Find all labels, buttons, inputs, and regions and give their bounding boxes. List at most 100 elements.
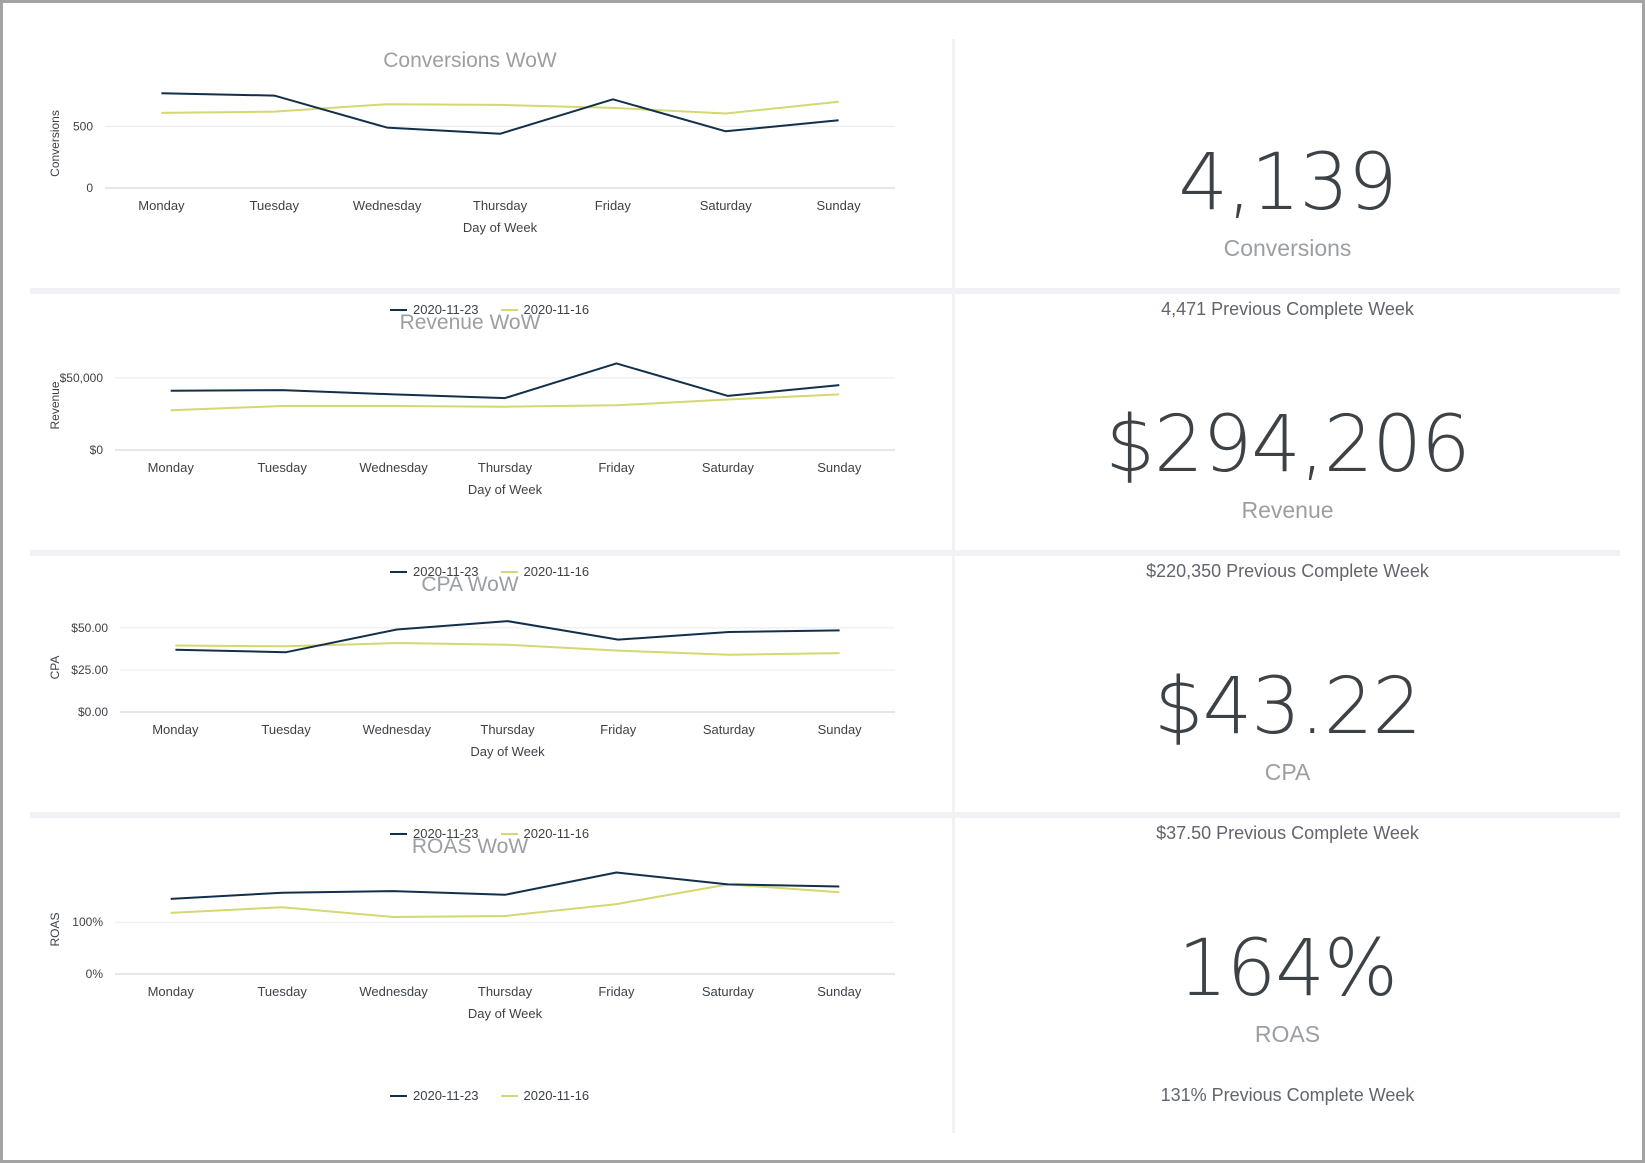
cpa-chart-panel[interactable]: CPA WoW $0.00 $25.00 $50.00 CPA Monday Tuesday… — [30, 563, 950, 841]
kpi-value: $294,206 — [1105, 400, 1470, 490]
y-tick-label: $50,000 — [60, 371, 104, 385]
legend-label-current: 2020-11-23 — [413, 826, 479, 841]
legend-swatch-current — [390, 308, 407, 311]
legend-item-previous[interactable]: 2020-11-16 — [500, 302, 590, 317]
chart-title: Conversions WoW — [383, 49, 557, 72]
legend-label-previous: 2020-11-16 — [523, 564, 590, 579]
row-separator — [30, 812, 1620, 818]
legend-swatch-current — [390, 1094, 407, 1097]
y-tick-label: 0% — [86, 967, 104, 981]
roas-chart[interactable]: ROAS WoW 0% 100% ROAS Monday Tuesday Wednesday… — [30, 825, 950, 1096]
x-tick-label: Tuesday — [250, 198, 300, 213]
legend-label-previous: 2020-11-16 — [523, 302, 590, 317]
series-line-current — [175, 620, 840, 654]
legend-item-previous[interactable]: 2020-11-16 — [500, 564, 590, 579]
x-tick-label: Tuesday — [257, 984, 307, 999]
legend-item-current[interactable]: 2020-11-23 — [390, 1088, 479, 1103]
row-separator — [30, 288, 1620, 294]
revenue-chart-panel[interactable]: Revenue WoW $0 $50,000 Revenue Monday Tuesday… — [30, 301, 950, 579]
x-axis-label: Day of Week — [468, 1006, 543, 1021]
x-tick-label: Friday — [600, 722, 637, 737]
y-tick-label: 0 — [86, 181, 93, 195]
x-tick-label: Sunday — [817, 198, 862, 213]
cpa-chart[interactable]: CPA WoW $0.00 $25.00 $50.00 CPA Monday Tuesday… — [30, 563, 950, 834]
x-tick-label: Monday — [148, 984, 195, 999]
legend-swatch-previous — [500, 308, 518, 311]
y-tick-label: 100% — [72, 915, 103, 929]
revenue-row: Revenue WoW $0 $50,000 Revenue Monday Tuesday… — [30, 301, 1620, 581]
cpa-kpi: $43.22 CPA $37.50 Previous Complete Week — [955, 563, 1620, 843]
x-tick-label: Saturday — [702, 984, 755, 999]
y-axis-label: Revenue — [48, 381, 62, 429]
legend-label-previous: 2020-11-16 — [523, 826, 590, 841]
chart-legend: 2020-11-23 2020-11-16 — [390, 302, 589, 317]
series-line-previous — [170, 393, 840, 412]
chart-title: ROAS WoW — [412, 835, 528, 858]
x-tick-label: Saturday — [700, 198, 753, 213]
x-axis-label: Day of Week — [470, 744, 545, 759]
x-tick-label: Monday — [138, 198, 185, 213]
legend-label-previous: 2020-11-16 — [523, 1088, 590, 1103]
conversions-kpi: 4,139 Conversions 4,471 Previous Complet… — [955, 39, 1620, 319]
legend-swatch-previous — [500, 1094, 518, 1097]
x-tick-label: Monday — [148, 460, 195, 475]
legend-label-current: 2020-11-23 — [413, 564, 479, 579]
chart-legend: 2020-11-23 2020-11-16 — [390, 1088, 589, 1103]
kpi-label: Revenue — [1241, 497, 1334, 523]
conversions-chart[interactable]: Conversions WoW 0 500 Conversions Monday Tues… — [30, 39, 950, 310]
column-divider — [952, 39, 955, 1133]
roas-chart-panel[interactable]: ROAS WoW 0% 100% ROAS Monday Tuesday Wednesday… — [30, 825, 950, 1103]
chart-title: CPA WoW — [421, 573, 518, 596]
kpi-comparison: 4,471 Previous Complete Week — [1161, 299, 1414, 319]
x-tick-label: Wednesday — [353, 198, 422, 213]
kpi-label: Conversions — [1223, 235, 1352, 261]
x-tick-label: Thursday — [480, 722, 535, 737]
x-tick-label: Thursday — [478, 460, 533, 475]
kpi-label: CPA — [1264, 759, 1311, 785]
chart-title: Revenue WoW — [400, 311, 541, 334]
y-axis-label: CPA — [48, 656, 62, 680]
legend-item-current[interactable]: 2020-11-23 — [390, 302, 479, 317]
legend-swatch-previous — [500, 832, 518, 835]
x-tick-label: Friday — [598, 984, 635, 999]
x-tick-label: Sunday — [817, 460, 862, 475]
kpi-value: 4,139 — [1178, 138, 1397, 228]
y-tick-label: 500 — [73, 119, 93, 133]
x-tick-label: Thursday — [478, 984, 533, 999]
legend-item-current[interactable]: 2020-11-23 — [390, 826, 479, 841]
series-line-current — [161, 92, 839, 135]
legend-swatch-current — [390, 570, 407, 573]
y-axis-label: Conversions — [48, 110, 62, 177]
x-tick-label: Tuesday — [257, 460, 307, 475]
kpi-comparison: $37.50 Previous Complete Week — [1156, 823, 1419, 843]
y-tick-label: $0.00 — [78, 705, 108, 719]
chart-legend: 2020-11-23 2020-11-16 — [390, 826, 589, 841]
x-tick-label: Thursday — [473, 198, 528, 213]
series-line-previous — [161, 100, 839, 115]
legend-label-current: 2020-11-23 — [413, 302, 479, 317]
x-axis-label: Day of Week — [468, 482, 543, 497]
x-tick-label: Wednesday — [363, 722, 432, 737]
series-line-previous — [175, 642, 840, 656]
legend-item-previous[interactable]: 2020-11-16 — [500, 826, 590, 841]
conversions-chart-panel[interactable]: Conversions WoW 0 500 Conversions Monday Tues… — [30, 39, 950, 317]
kpi-value: 164% — [1178, 924, 1398, 1014]
y-axis-label: ROAS — [48, 912, 62, 946]
legend-label-current: 2020-11-23 — [413, 1088, 479, 1103]
kpi-label: ROAS — [1254, 1021, 1321, 1047]
y-tick-label: $25.00 — [71, 663, 108, 677]
chart-legend: 2020-11-23 2020-11-16 — [390, 564, 589, 579]
legend-item-previous[interactable]: 2020-11-16 — [500, 1088, 590, 1103]
series-line-current — [170, 362, 840, 400]
legend-swatch-previous — [500, 570, 518, 573]
x-tick-label: Wednesday — [359, 460, 428, 475]
kpi-comparison: $220,350 Previous Complete Week — [1146, 561, 1429, 581]
x-tick-label: Saturday — [703, 722, 756, 737]
x-tick-label: Friday — [598, 460, 635, 475]
legend-item-current[interactable]: 2020-11-23 — [390, 564, 479, 579]
y-tick-label: $0 — [90, 443, 104, 457]
y-tick-label: $50.00 — [71, 621, 108, 635]
roas-row: ROAS WoW 0% 100% ROAS Monday Tuesday Wednesday… — [30, 825, 1620, 1105]
